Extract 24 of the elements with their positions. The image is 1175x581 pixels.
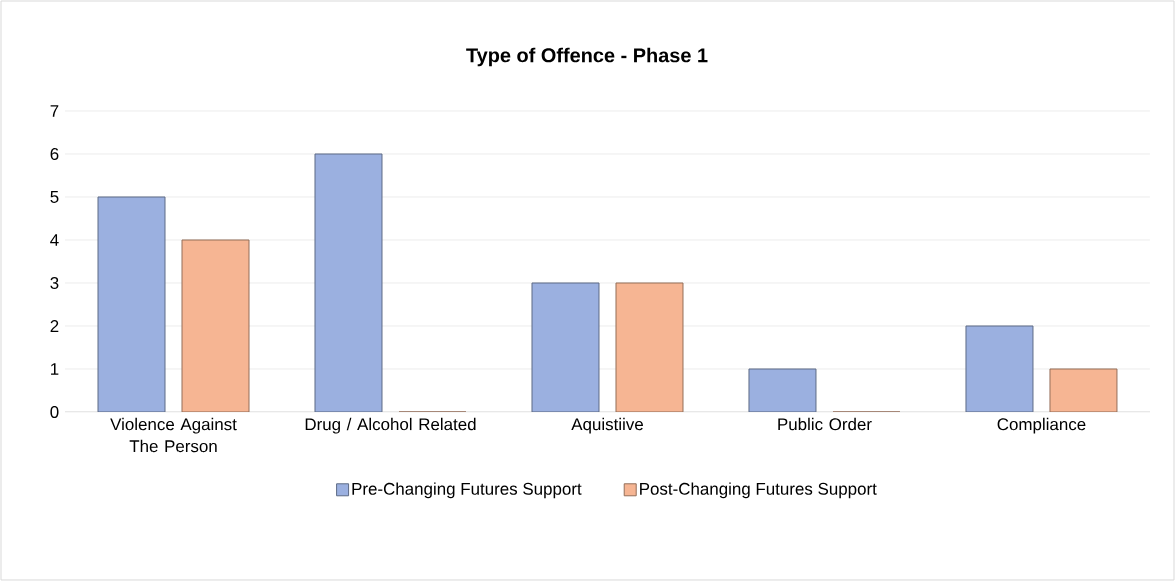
- bar: [97, 196, 166, 412]
- bar: [965, 325, 1034, 412]
- bar: [531, 282, 600, 412]
- y-tick-label: 4: [50, 234, 59, 246]
- x-tick-label: Public Order: [778, 417, 872, 431]
- y-tick-label: 7: [50, 105, 59, 117]
- x-tick-label: Drug / Alcohol Related: [305, 417, 476, 434]
- y-tick-label: 5: [50, 191, 59, 203]
- x-tick-label: Violence Against The Person: [110, 417, 237, 453]
- y-tick-label: 3: [50, 276, 59, 289]
- bar: [181, 239, 250, 412]
- x-tick-label: Compliance: [997, 417, 1086, 434]
- bar: [1049, 368, 1118, 412]
- y-tick-label: 6: [50, 147, 59, 160]
- y-tick-label: 0: [50, 405, 59, 418]
- chart-title: Type of Offence - Phase 1: [466, 47, 708, 67]
- bar: [615, 282, 684, 412]
- y-tick-label: 1: [51, 363, 59, 375]
- x-tick-label: Aquistiive: [571, 417, 643, 434]
- bar: [748, 368, 817, 412]
- bar: [314, 153, 383, 412]
- legend-label: Post-Changing Futures Support: [640, 482, 877, 499]
- y-tick-label: 2: [50, 320, 59, 332]
- legend-label: Pre-Changing Futures Support: [352, 482, 582, 499]
